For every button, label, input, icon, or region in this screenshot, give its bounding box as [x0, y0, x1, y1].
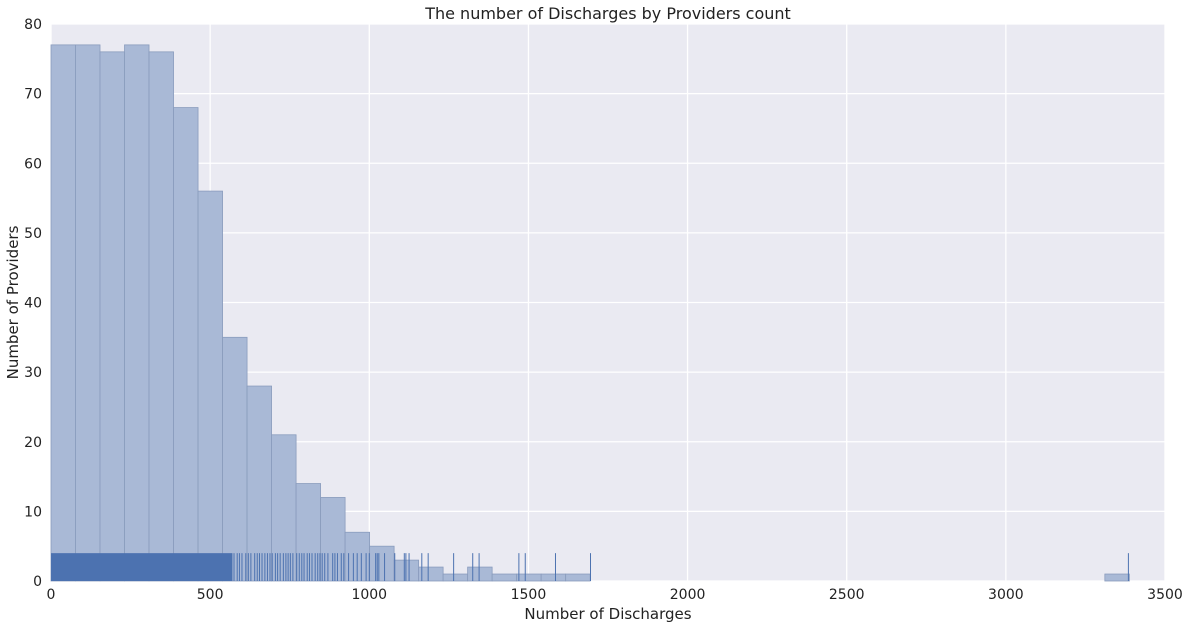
histogram-bar — [467, 566, 493, 582]
histogram-bar — [124, 44, 150, 582]
histogram-bar — [1104, 573, 1130, 582]
x-tick-label: 1500 — [511, 587, 547, 603]
histogram-bar — [540, 573, 567, 582]
y-tick-label: 50 — [24, 226, 42, 242]
histogram-bar — [442, 573, 469, 582]
x-tick-label: 3500 — [1147, 587, 1183, 603]
histogram-bar — [173, 107, 199, 582]
y-tick-label: 80 — [24, 17, 42, 33]
chart-title: The number of Discharges by Providers co… — [424, 4, 791, 23]
histogram-bar — [295, 483, 321, 582]
y-tick-label: 0 — [33, 574, 42, 590]
histogram-bar — [369, 545, 395, 582]
x-tick-label: 1000 — [351, 587, 387, 603]
rug-marks — [51, 553, 1129, 581]
histogram-bars — [50, 44, 1130, 582]
histogram-bar — [148, 51, 174, 582]
histogram-bar — [516, 573, 542, 582]
x-axis-ticks: 0 500 1000 1500 2000 2500 3000 3500 — [47, 587, 1183, 603]
histogram-bar — [246, 385, 272, 582]
histogram-bar — [222, 336, 248, 582]
histogram-bar — [99, 51, 125, 582]
histogram-bar — [491, 573, 518, 582]
x-tick-label: 3000 — [988, 587, 1024, 603]
x-tick-label: 2000 — [670, 587, 706, 603]
rug-dense-block — [51, 553, 233, 581]
y-axis-label: Number of Providers — [4, 225, 22, 379]
x-axis-label: Number of Discharges — [524, 605, 691, 623]
y-tick-label: 10 — [24, 504, 42, 520]
y-tick-label: 40 — [24, 296, 42, 312]
y-tick-label: 60 — [24, 156, 42, 172]
histogram-bar — [75, 44, 101, 582]
histogram-bar — [197, 190, 223, 582]
y-tick-label: 30 — [24, 365, 42, 381]
histogram-bar — [50, 44, 76, 582]
y-axis-ticks: 0 10 20 30 40 50 60 70 80 — [24, 17, 42, 590]
y-tick-label: 70 — [24, 87, 42, 103]
histogram-bar — [565, 573, 591, 582]
x-tick-label: 0 — [47, 587, 56, 603]
y-tick-label: 20 — [24, 435, 42, 451]
x-tick-label: 500 — [197, 587, 224, 603]
x-tick-label: 2500 — [829, 587, 865, 603]
